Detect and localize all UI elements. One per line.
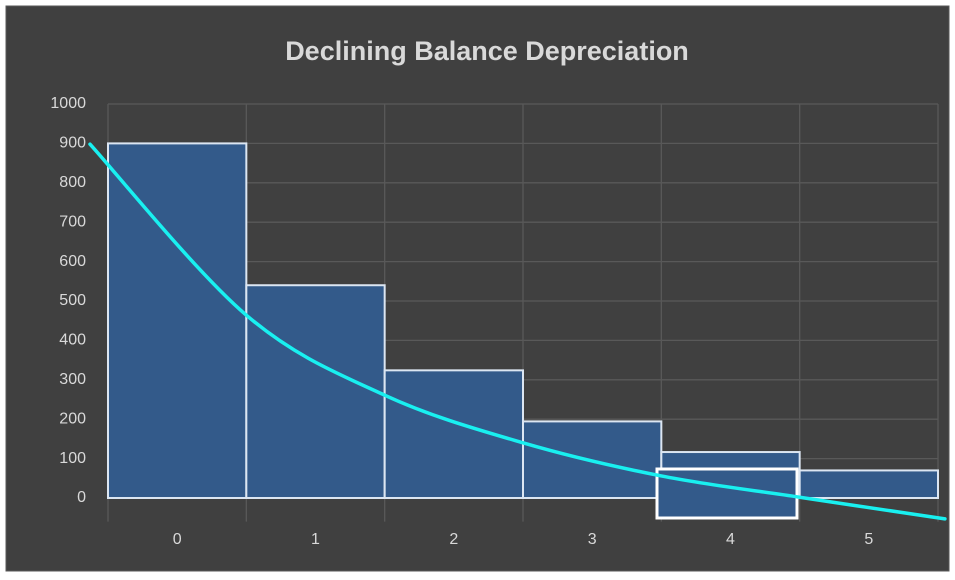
y-tick-label: 500 (59, 292, 86, 309)
y-tick-label: 700 (59, 213, 86, 230)
bar (107, 142, 248, 499)
y-tick-label: 400 (59, 332, 86, 349)
bar (383, 369, 524, 499)
bar (245, 284, 386, 499)
x-tick-label: 5 (864, 531, 873, 548)
y-tick-label: 200 (59, 410, 86, 427)
bar (798, 469, 940, 500)
y-tick-label: 1000 (50, 95, 86, 112)
chart-title: Declining Balance Depreciation (285, 36, 689, 66)
x-tick-label: 0 (173, 531, 182, 548)
x-tick-label: 1 (311, 531, 320, 548)
x-tick-label: 3 (588, 531, 597, 548)
y-tick-label: 900 (59, 135, 86, 152)
y-tick-label: 300 (59, 371, 86, 388)
bars (107, 142, 940, 500)
y-tick-label: 0 (77, 489, 86, 506)
x-tick-label: 2 (449, 531, 458, 548)
lines (88, 142, 947, 521)
trend-line (88, 142, 947, 521)
y-tick-label: 600 (59, 253, 86, 270)
y-tick-label: 100 (59, 450, 86, 467)
x-tick-label: 4 (726, 531, 735, 548)
y-tick-label: 800 (59, 174, 86, 191)
labels: 0 100 200 300 400 500 600 700 800 900 1000 0 1 2 3 4 5 (50, 95, 873, 548)
